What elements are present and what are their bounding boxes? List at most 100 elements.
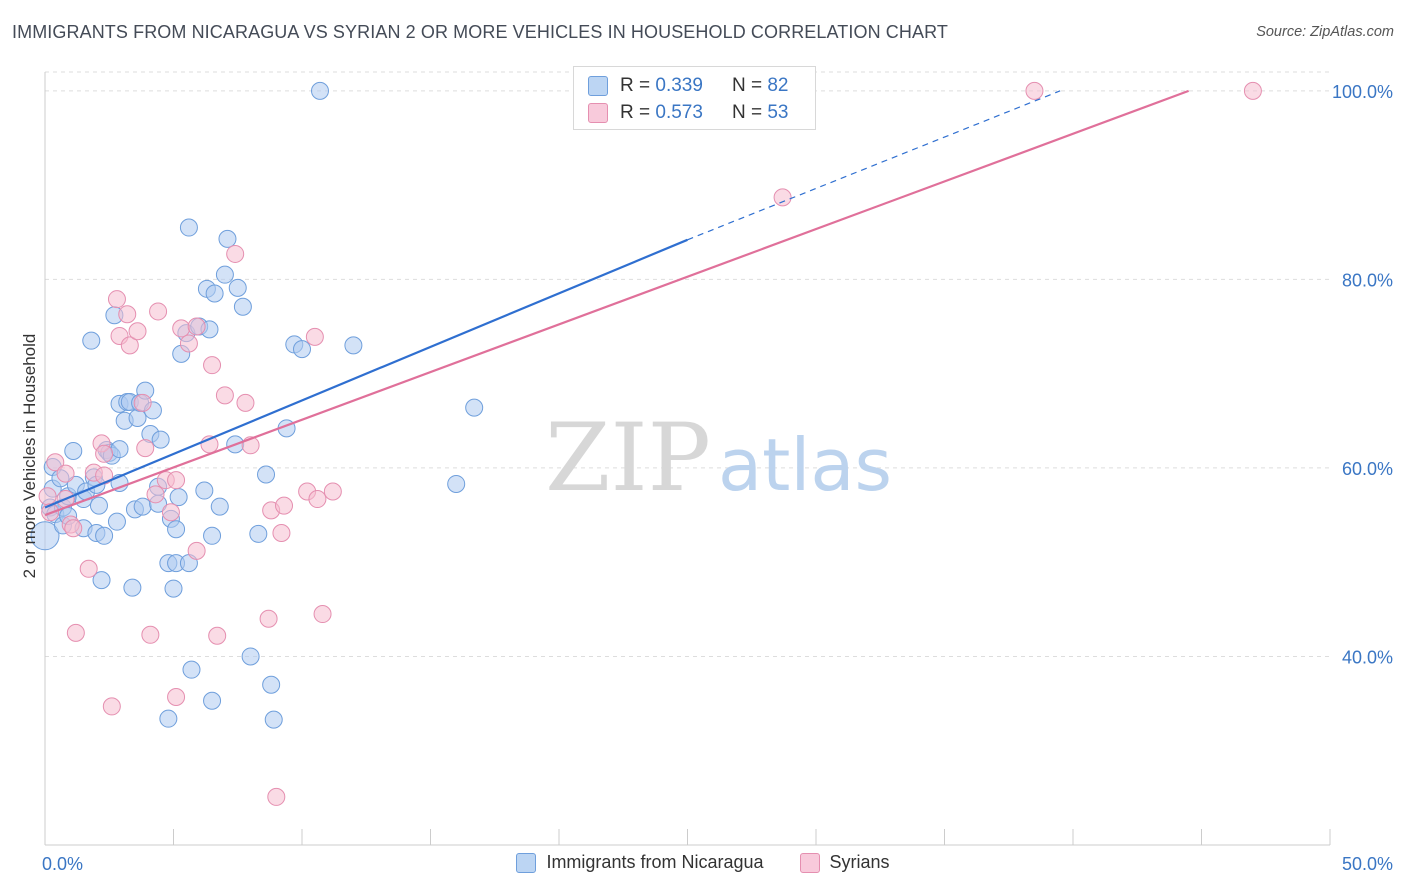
point-syrians — [133, 393, 152, 412]
legend-swatch-blue — [516, 852, 537, 873]
point-nicaragua — [195, 481, 214, 500]
point-nicaragua — [64, 441, 83, 460]
point-syrians — [141, 625, 160, 644]
point-syrians — [102, 697, 121, 716]
point-nicaragua — [151, 430, 170, 449]
point-nicaragua — [228, 278, 247, 297]
point-nicaragua — [133, 497, 152, 516]
tick-label-layer: 40.0% 60.0% 80.0% 100.0% 0.0% 50.0% — [42, 82, 1393, 874]
n-label: N = — [731, 102, 763, 123]
point-syrians — [208, 626, 227, 645]
point-syrians — [259, 609, 278, 628]
stats-legend: R = 0.339 N = 82 R = 0.573 N = 53 — [573, 66, 816, 130]
point-syrians — [275, 496, 294, 515]
point-syrians — [1243, 81, 1262, 100]
point-nicaragua — [169, 488, 188, 507]
y-axis-label: 2 or more Vehicles in Household — [20, 333, 39, 579]
point-syrians — [118, 305, 137, 324]
point-nicaragua — [82, 331, 101, 350]
point-nicaragua — [233, 297, 252, 316]
legend-swatch-pink — [799, 852, 820, 873]
legend-item-syrians[interactable]: Syrians — [799, 852, 890, 873]
point-nicaragua — [262, 675, 281, 694]
r-value-syrians: 0.573 — [655, 102, 703, 123]
point-nicaragua — [293, 340, 311, 359]
watermark-zip: ZIP — [545, 404, 711, 513]
point-nicaragua — [465, 398, 484, 417]
bottom-legend: Immigrants from Nicaragua Syrians — [0, 852, 1406, 873]
point-nicaragua — [264, 710, 283, 729]
point-nicaragua — [257, 465, 276, 484]
pink-swatch — [588, 103, 608, 123]
y-tick-label: 60.0% — [1342, 459, 1393, 479]
point-nicaragua — [107, 512, 126, 531]
y-tick-label: 80.0% — [1342, 270, 1393, 290]
point-nicaragua — [205, 284, 224, 303]
point-nicaragua — [203, 691, 222, 710]
point-syrians — [107, 290, 126, 309]
source-label: Source: ZipAtlas.com — [1256, 24, 1394, 40]
legend-item-nicaragua[interactable]: Immigrants from Nicaragua — [516, 852, 764, 873]
r-label: R = — [620, 102, 651, 123]
n-value-syrians: 53 — [767, 102, 789, 123]
point-syrians — [66, 623, 85, 642]
n-label: N = — [731, 75, 763, 96]
point-syrians — [136, 439, 155, 458]
point-syrians — [149, 302, 168, 321]
trendline-syrians — [44, 89, 1190, 517]
point-syrians — [305, 327, 324, 346]
blue-swatch — [588, 76, 608, 96]
point-nicaragua — [159, 709, 178, 728]
point-syrians — [1025, 81, 1044, 100]
n-value-nicaragua: 82 — [767, 75, 789, 96]
chart-title: IMMIGRANTS FROM NICARAGUA VS SYRIAN 2 OR… — [12, 22, 948, 42]
y-tick-label: 40.0% — [1342, 647, 1393, 667]
x-tick-label: 50.0% — [1342, 854, 1393, 874]
point-syrians — [187, 317, 206, 336]
point-syrians — [56, 464, 75, 483]
point-nicaragua — [241, 647, 260, 666]
trendline-nicaragua — [44, 238, 688, 509]
point-syrians — [323, 482, 342, 501]
point-syrians — [38, 487, 57, 506]
point-syrians — [313, 605, 332, 624]
point-nicaragua — [95, 526, 114, 545]
point-nicaragua — [30, 521, 60, 551]
point-syrians — [95, 444, 114, 463]
r-value-nicaragua: 0.339 — [655, 75, 703, 96]
point-syrians — [64, 519, 83, 538]
trend-layer — [44, 89, 1190, 517]
legend-label-syrians: Syrians — [829, 852, 890, 872]
point-nicaragua — [182, 660, 201, 679]
point-nicaragua — [110, 440, 129, 459]
point-syrians — [773, 188, 792, 207]
point-syrians — [128, 322, 147, 341]
point-nicaragua — [128, 408, 147, 427]
point-syrians — [236, 393, 255, 412]
grid-layer — [45, 71, 1330, 657]
point-nicaragua — [215, 265, 234, 284]
point-nicaragua — [164, 579, 183, 598]
watermark-atlas: atlas — [718, 423, 892, 507]
point-nicaragua — [89, 496, 108, 515]
point-nicaragua — [123, 578, 142, 597]
axis-layer — [44, 72, 1331, 846]
point-syrians — [46, 453, 65, 472]
r-label: R = — [620, 75, 651, 96]
stats-row-syrians: R = 0.573 N = 53 — [588, 101, 788, 125]
point-nicaragua — [344, 336, 363, 355]
point-nicaragua — [218, 229, 237, 248]
point-syrians — [187, 541, 206, 560]
point-syrians — [79, 559, 98, 578]
point-syrians — [179, 334, 198, 353]
point-nicaragua — [249, 524, 268, 543]
point-nicaragua — [179, 218, 198, 237]
point-syrians — [203, 356, 222, 375]
watermark: ZIP atlas — [545, 404, 892, 513]
point-syrians — [272, 523, 291, 542]
point-syrians — [120, 336, 139, 355]
point-syrians — [215, 386, 234, 405]
point-nicaragua — [92, 571, 111, 590]
point-nicaragua — [310, 81, 329, 100]
point-syrians — [146, 485, 165, 504]
